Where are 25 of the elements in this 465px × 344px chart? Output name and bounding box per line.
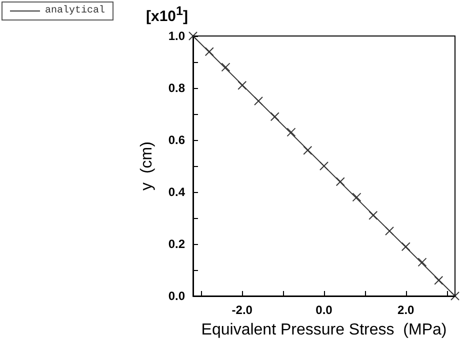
x-tick-label: -2.0: [232, 303, 253, 317]
y-tick-label: 0.4: [168, 185, 186, 199]
x-tick-label: 0.0: [316, 303, 333, 317]
point: [418, 258, 427, 267]
y-tick-label: 1.0: [168, 29, 186, 43]
point: [336, 177, 345, 186]
y-tick-label: 0.6: [168, 133, 186, 147]
y-axis-title: y (cm): [138, 142, 156, 190]
y-tick-label: 0.0: [168, 289, 186, 303]
point: [270, 112, 280, 122]
x-tick-label: 2.0: [398, 303, 415, 317]
point: [401, 242, 410, 252]
y-tick-label: 0.8: [168, 81, 186, 95]
point: [352, 192, 362, 202]
y-tick-label: 0.2: [168, 237, 186, 251]
point: [286, 128, 296, 137]
point: [238, 80, 247, 90]
point: [434, 276, 444, 285]
point: [368, 210, 378, 220]
point: [204, 47, 214, 56]
point: [221, 62, 230, 72]
x-axis-title: Equivalent Pressure Stress (MPa): [201, 322, 447, 338]
legend-label: analytical: [45, 4, 106, 16]
point: [303, 146, 312, 155]
text: [x10$^{1}$]: [146, 4, 188, 25]
